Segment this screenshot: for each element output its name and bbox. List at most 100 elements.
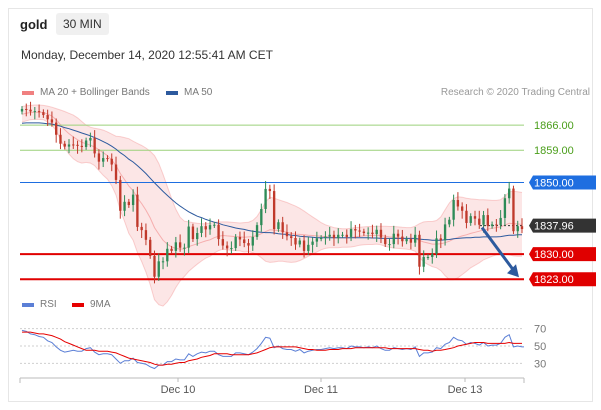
candle-body xyxy=(131,194,135,206)
candle-body xyxy=(478,218,481,225)
candle-body xyxy=(384,237,387,245)
candle-body xyxy=(354,229,357,231)
candle-body xyxy=(37,111,41,113)
candle-body xyxy=(46,115,49,120)
level-label-1850.00: 1850.00 xyxy=(534,177,574,189)
candle-body xyxy=(114,164,118,180)
candle-body xyxy=(149,239,152,256)
candle-body xyxy=(247,243,250,246)
candle-body xyxy=(516,226,519,232)
candle-body xyxy=(225,245,229,249)
chart-datetime: Monday, December 14, 2020 12:55:41 AM CE… xyxy=(21,48,273,62)
legend-rsi: RSI xyxy=(22,299,57,310)
symbol-title: gold xyxy=(20,17,48,32)
candle-body xyxy=(119,179,122,211)
candle-body xyxy=(413,234,417,243)
candle-body xyxy=(264,188,267,209)
level-tag-1823.00 xyxy=(529,272,596,287)
candle-body xyxy=(243,239,246,244)
legend-ma50: MA 50 xyxy=(166,87,212,98)
candle-body xyxy=(482,215,485,225)
candle-body xyxy=(366,232,370,234)
candle-body xyxy=(20,108,24,112)
candle-body xyxy=(473,216,477,219)
candle-body xyxy=(55,122,58,135)
candle-body xyxy=(59,134,62,144)
candle-body xyxy=(486,215,489,226)
forecast-arrow-shaft xyxy=(480,226,517,274)
level-tag-1837.96 xyxy=(529,218,596,233)
x-tick-dec-13: Dec 13 xyxy=(448,384,483,396)
legend-bollinger: MA 20 + Bollinger Bands xyxy=(22,87,150,98)
candle-body xyxy=(409,239,413,243)
rsi-line xyxy=(21,329,523,370)
candle-body xyxy=(460,206,464,211)
candle-body xyxy=(469,216,472,223)
candle-body xyxy=(332,234,336,239)
level-tag-1850.00 xyxy=(529,175,596,190)
candle-body xyxy=(281,222,284,233)
rsi-swatch xyxy=(22,302,34,307)
candle-body xyxy=(503,198,507,218)
bollinger-lower-line xyxy=(21,118,522,307)
candle-body xyxy=(183,247,186,249)
candle-body xyxy=(439,238,442,241)
rsi-tick-30: 30 xyxy=(534,358,546,370)
rsi-ma-swatch xyxy=(72,302,84,307)
candle-body xyxy=(67,144,71,147)
ma20-line xyxy=(21,111,523,250)
candle-body xyxy=(102,158,105,162)
candle-body xyxy=(187,226,190,248)
candle-body xyxy=(277,222,280,230)
bollinger-upper-line xyxy=(21,104,523,230)
candle-body xyxy=(144,230,148,240)
level-tag-1830.00 xyxy=(529,247,596,262)
candle-body xyxy=(396,233,400,237)
candle-body xyxy=(157,261,160,277)
candle-body xyxy=(213,224,216,226)
candle-body xyxy=(362,231,366,233)
candle-body xyxy=(452,200,455,220)
bollinger-band-area xyxy=(22,105,522,307)
candle-body xyxy=(272,191,276,230)
candle-body xyxy=(196,233,199,240)
level-label-1830.00: 1830.00 xyxy=(534,249,574,261)
candle-body xyxy=(375,229,378,235)
level-label-1866.00: 1866.00 xyxy=(534,120,574,132)
candle-body xyxy=(337,234,340,239)
candle-body xyxy=(392,233,395,245)
rsi-tick-70: 70 xyxy=(534,324,546,336)
candle-body xyxy=(29,109,32,112)
candle-body xyxy=(140,226,143,231)
candle-body xyxy=(251,236,254,246)
candle-body xyxy=(255,225,259,237)
candle-body xyxy=(93,138,96,154)
candle-body xyxy=(508,188,511,199)
candle-body xyxy=(260,208,263,226)
chart-frame xyxy=(8,8,593,402)
candle-body xyxy=(311,241,314,245)
candle-body xyxy=(422,257,425,267)
candle-body xyxy=(174,242,178,251)
candle-body xyxy=(302,240,306,251)
candle-body xyxy=(290,236,293,239)
ma50-swatch xyxy=(166,90,178,95)
ma50-line xyxy=(21,122,522,241)
legend-ma50-label: MA 50 xyxy=(184,87,213,98)
candle-body xyxy=(200,226,203,233)
candle-body xyxy=(456,200,460,207)
level-label-1859.00: 1859.00 xyxy=(534,145,574,157)
candle-body xyxy=(324,236,327,239)
candle-body xyxy=(426,257,430,259)
candle-body xyxy=(268,188,272,192)
candle-body xyxy=(465,210,468,223)
legend-9ma-label: 9MA xyxy=(90,299,111,310)
candle-body xyxy=(371,232,374,235)
timeframe-badge[interactable]: 30 MIN xyxy=(56,13,109,35)
candle-body xyxy=(328,234,331,237)
candle-body xyxy=(123,201,126,211)
candle-body xyxy=(33,111,36,113)
candle-body xyxy=(50,119,54,123)
candle-body xyxy=(170,248,173,251)
